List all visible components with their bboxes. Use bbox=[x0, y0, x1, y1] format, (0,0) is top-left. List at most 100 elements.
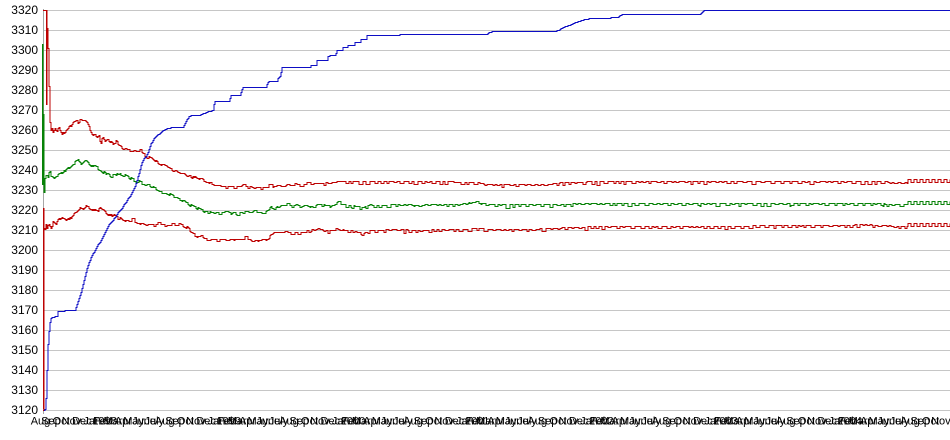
svg-text:Feb: Feb bbox=[590, 416, 609, 428]
svg-text:Apr: Apr bbox=[239, 416, 256, 428]
svg-text:Feb: Feb bbox=[93, 416, 112, 428]
svg-text:Dec: Dec bbox=[693, 416, 713, 428]
svg-text:3300: 3300 bbox=[11, 43, 38, 57]
svg-text:Oct: Oct bbox=[798, 416, 815, 428]
svg-text:Aug: Aug bbox=[528, 416, 548, 428]
svg-text:June: June bbox=[380, 416, 404, 428]
svg-text:Dec: Dec bbox=[445, 416, 465, 428]
svg-text:Nov: Nov bbox=[434, 416, 454, 428]
svg-text:2002: 2002 bbox=[589, 416, 613, 428]
svg-text:June: June bbox=[629, 416, 653, 428]
svg-text:Nov: Nov bbox=[931, 416, 950, 428]
svg-text:3140: 3140 bbox=[11, 363, 38, 377]
svg-text:Apr: Apr bbox=[363, 416, 380, 428]
svg-text:Mar: Mar bbox=[476, 416, 495, 428]
svg-text:May: May bbox=[123, 416, 144, 428]
svg-text:3280: 3280 bbox=[11, 83, 38, 97]
svg-text:3250: 3250 bbox=[11, 143, 38, 157]
svg-text:Dec: Dec bbox=[196, 416, 216, 428]
svg-text:2001: 2001 bbox=[465, 416, 489, 428]
svg-text:Oct: Oct bbox=[177, 416, 194, 428]
svg-text:3160: 3160 bbox=[11, 323, 38, 337]
svg-text:Dec: Dec bbox=[569, 416, 589, 428]
svg-text:May: May bbox=[620, 416, 641, 428]
svg-text:Sep: Sep bbox=[538, 416, 558, 428]
svg-text:June: June bbox=[877, 416, 901, 428]
svg-text:2000: 2000 bbox=[341, 416, 365, 428]
svg-text:Dec: Dec bbox=[817, 416, 837, 428]
svg-text:Jan: Jan bbox=[829, 416, 847, 428]
svg-text:July: July bbox=[269, 416, 289, 428]
svg-text:Aug: Aug bbox=[403, 416, 423, 428]
svg-text:3220: 3220 bbox=[11, 203, 38, 217]
svg-text:Mar: Mar bbox=[849, 416, 868, 428]
svg-text:Sep: Sep bbox=[786, 416, 806, 428]
svg-text:3290: 3290 bbox=[11, 63, 38, 77]
svg-text:June: June bbox=[753, 416, 777, 428]
svg-text:Jan: Jan bbox=[456, 416, 474, 428]
svg-text:3180: 3180 bbox=[11, 283, 38, 297]
svg-text:Dec: Dec bbox=[321, 416, 341, 428]
svg-text:Jan: Jan bbox=[332, 416, 350, 428]
svg-text:Jan: Jan bbox=[83, 416, 101, 428]
svg-text:May: May bbox=[869, 416, 890, 428]
svg-text:Dec: Dec bbox=[72, 416, 92, 428]
svg-text:June: June bbox=[132, 416, 156, 428]
svg-text:Sep: Sep bbox=[662, 416, 682, 428]
svg-text:Nov: Nov bbox=[186, 416, 206, 428]
svg-text:Sep: Sep bbox=[910, 416, 930, 428]
svg-text:June: June bbox=[505, 416, 529, 428]
svg-text:Oct: Oct bbox=[549, 416, 566, 428]
svg-text:Apr: Apr bbox=[487, 416, 504, 428]
svg-text:2003: 2003 bbox=[713, 416, 737, 428]
svg-text:Feb: Feb bbox=[714, 416, 733, 428]
svg-text:Feb: Feb bbox=[838, 416, 857, 428]
svg-text:Sep: Sep bbox=[414, 416, 434, 428]
svg-text:July: July bbox=[766, 416, 786, 428]
svg-text:Jan: Jan bbox=[208, 416, 226, 428]
svg-text:Oct: Oct bbox=[301, 416, 318, 428]
svg-text:Nov: Nov bbox=[559, 416, 579, 428]
svg-text:July: July bbox=[890, 416, 910, 428]
svg-text:2004: 2004 bbox=[838, 416, 862, 428]
svg-text:3170: 3170 bbox=[11, 303, 38, 317]
svg-text:Oct: Oct bbox=[53, 416, 70, 428]
svg-text:Mar: Mar bbox=[352, 416, 371, 428]
svg-text:3150: 3150 bbox=[11, 343, 38, 357]
svg-text:Mar: Mar bbox=[228, 416, 247, 428]
svg-text:3230: 3230 bbox=[11, 183, 38, 197]
svg-text:Nov: Nov bbox=[310, 416, 330, 428]
svg-text:Aug: Aug bbox=[155, 416, 175, 428]
svg-text:July: July bbox=[393, 416, 413, 428]
svg-text:Nov: Nov bbox=[62, 416, 82, 428]
svg-text:3190: 3190 bbox=[11, 263, 38, 277]
svg-text:Apr: Apr bbox=[115, 416, 132, 428]
svg-text:Jan: Jan bbox=[704, 416, 722, 428]
svg-text:July: July bbox=[641, 416, 661, 428]
svg-text:Mar: Mar bbox=[600, 416, 619, 428]
svg-text:1998: 1998 bbox=[92, 416, 116, 428]
svg-text:Aug: Aug bbox=[652, 416, 672, 428]
svg-text:June: June bbox=[256, 416, 280, 428]
svg-text:Nov: Nov bbox=[807, 416, 827, 428]
svg-text:Oct: Oct bbox=[922, 416, 939, 428]
svg-text:Sep: Sep bbox=[41, 416, 61, 428]
svg-text:Apr: Apr bbox=[612, 416, 629, 428]
svg-text:Sep: Sep bbox=[289, 416, 309, 428]
svg-text:Oct: Oct bbox=[425, 416, 442, 428]
svg-text:Mar: Mar bbox=[724, 416, 743, 428]
svg-text:Feb: Feb bbox=[466, 416, 485, 428]
svg-text:3120: 3120 bbox=[11, 403, 38, 417]
svg-text:Apr: Apr bbox=[860, 416, 877, 428]
svg-text:Feb: Feb bbox=[217, 416, 236, 428]
svg-text:May: May bbox=[372, 416, 393, 428]
svg-text:3200: 3200 bbox=[11, 243, 38, 257]
svg-text:Aug: Aug bbox=[900, 416, 920, 428]
svg-text:Sep: Sep bbox=[165, 416, 185, 428]
svg-text:3240: 3240 bbox=[11, 163, 38, 177]
svg-text:3210: 3210 bbox=[11, 223, 38, 237]
svg-text:July: July bbox=[145, 416, 165, 428]
svg-text:Feb: Feb bbox=[342, 416, 361, 428]
svg-text:Apr: Apr bbox=[736, 416, 753, 428]
svg-text:3320: 3320 bbox=[11, 3, 38, 17]
